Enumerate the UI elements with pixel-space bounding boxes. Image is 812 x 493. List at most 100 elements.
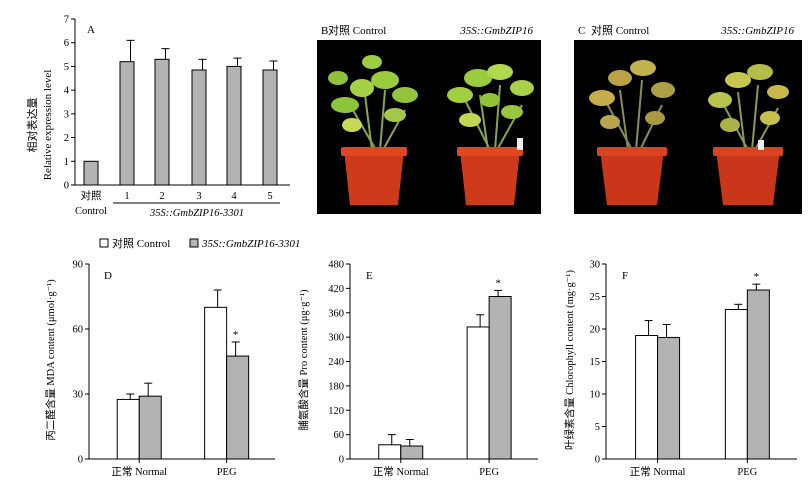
panel-e-ytick-label: 480 (328, 260, 344, 271)
panel-e-ytick-label: 240 (328, 357, 344, 368)
panel-a-group-label: 35S::GmbZIP16-3301 (149, 208, 244, 219)
panel-a-ytick-label: 5 (64, 62, 69, 73)
panel-a-xtick-label: 2 (159, 191, 164, 202)
panel-d-ylabel: 丙二醛含量 MDA content (μmol·g⁻¹) (44, 279, 57, 441)
panel-a-ylabel-cn: 相对表达量 (25, 98, 39, 153)
panel-f-significance-mark: * (754, 271, 760, 283)
panel-e-ytick-label: 0 (339, 455, 344, 466)
panel-e-significance-mark: * (495, 277, 501, 289)
legend-swatch-control (99, 238, 109, 248)
photo-c-transgenic-plant (708, 64, 789, 205)
photo-b-label-transgenic: 35S::GmbZIP16 (459, 25, 533, 37)
panel-a-bar (119, 61, 135, 186)
legend-label-control: 对照 Control (112, 236, 170, 250)
photo-b-control-plant (328, 55, 418, 205)
panel-a-letter: A (87, 24, 95, 36)
panel-a-bar (83, 160, 99, 186)
panel-f-ytick-label: 5 (595, 422, 600, 433)
panel-a-bars: 1 2 3 4 5 (83, 39, 278, 202)
photo-c-letter: C (578, 25, 585, 37)
panel-a-ylabel-en: Relative expression level (42, 70, 54, 181)
panel-e-ytick-label: 120 (328, 406, 344, 417)
panel-a-chart: A 相对表达量 Relative expression level 0 1 2 3 4 5… (25, 15, 290, 219)
panel-f-bar (746, 289, 770, 460)
photo-c-label-transgenic: 35S::GmbZIP16 (720, 25, 794, 37)
panel-e-xtick-label: PEG (479, 467, 499, 478)
panel-a-y-title: 相对表达量 Relative expression level (25, 70, 54, 181)
panel-f-ytick-label: 30 (590, 260, 601, 271)
panel-a-bar (154, 58, 170, 186)
panel-d-xtick-label: 正常 Normal (111, 465, 167, 478)
panel-e-bars: 正常 Normal PEG * (373, 277, 512, 478)
panel-e-bar (488, 296, 512, 460)
panel-e-ytick-label: 420 (328, 284, 344, 295)
photo-c-pot-right (716, 150, 780, 205)
photo-b-label-control: 对照 Control (328, 23, 386, 37)
photo-c: C 对照 Control 35S::GmbZIP16 (574, 23, 802, 214)
panel-a-control-label-en: Control (75, 206, 107, 217)
photo-b-transgenic-plant (447, 64, 534, 205)
panel-a-axes: 0 1 2 3 4 5 6 7 (64, 15, 290, 192)
legend: 对照 Control 35S::GmbZIP16-3301 (99, 236, 300, 250)
panel-d-bar (204, 306, 228, 460)
panel-d-ytick-label: 0 (78, 455, 83, 466)
panel-d-xtick-label: PEG (217, 467, 237, 478)
panel-a-ytick-label: 4 (64, 86, 70, 97)
panel-f-xtick-label: PEG (737, 467, 757, 478)
panel-a-xtick-label: 3 (196, 191, 201, 202)
panel-e-ytick-label: 180 (328, 381, 344, 392)
panel-f-ytick-label: 0 (595, 455, 600, 466)
panel-a-control-label-cn: 对照 (81, 189, 102, 202)
panel-f-xtick-label: 正常 Normal (630, 465, 686, 478)
panel-d-bar (138, 395, 162, 460)
panel-f-ytick-label: 20 (590, 325, 601, 336)
panel-a-ytick-label: 7 (64, 15, 69, 26)
panel-a-ytick-label: 3 (64, 109, 69, 120)
panel-e-letter: E (366, 270, 373, 282)
panel-d-ytick-label: 60 (73, 325, 84, 336)
panel-d-ytick-label: 30 (73, 390, 84, 401)
panel-f-ytick-label: 15 (590, 357, 601, 368)
panel-e-bar (466, 326, 490, 460)
panel-d-ytick-label: 90 (73, 260, 84, 271)
panel-a-xtick-label: 1 (124, 191, 129, 202)
panel-f-ytick-label: 10 (590, 390, 601, 401)
photo-b-letter: B (321, 25, 328, 37)
panel-f-letter: F (622, 270, 628, 282)
panel-e-axes: 0 60 120 180 240 300 360 420 480 (328, 260, 538, 466)
photo-c-pot-left (600, 150, 664, 205)
panel-a-ytick-label: 6 (64, 38, 69, 49)
panel-a-xtick-label: 5 (267, 191, 272, 202)
panel-f-chart: F 叶绿素含量 Chlorophyll content (mg·g⁻¹) 0 5 1… (563, 260, 797, 478)
panel-f-bars: 正常 Normal PEG * (630, 271, 770, 478)
panel-d-significance-mark: * (233, 329, 239, 341)
panel-a-ytick-label: 0 (64, 181, 69, 192)
panel-e-chart: E 脯氨酸含量 Pro content (μg·g⁻¹) 0 60 120 180 24… (297, 260, 538, 478)
panel-e-ytick-label: 300 (328, 333, 344, 344)
panel-d-bar (226, 355, 250, 460)
panel-e-ytick-label: 60 (334, 430, 345, 441)
panel-e-bar (400, 445, 424, 460)
panel-d-bars: 正常 Normal PEG * (111, 289, 250, 478)
panel-d-chart: D 丙二醛含量 MDA content (μmol·g⁻¹) 0 30 60 90 正… (44, 260, 275, 478)
panel-a-ytick-label: 2 (64, 133, 69, 144)
legend-label-transgenic: 35S::GmbZIP16-3301 (201, 238, 300, 250)
panel-f-bar (635, 335, 659, 460)
panel-f-ylabel: 叶绿素含量 Chlorophyll content (mg·g⁻¹) (563, 270, 576, 450)
panel-e-ytick-label: 360 (328, 308, 344, 319)
panel-e-xtick-label: 正常 Normal (373, 465, 429, 478)
panel-d-bar (116, 398, 140, 460)
photo-b: B 对照 Control 35S::GmbZIP16 (317, 23, 541, 214)
panel-d-letter: D (104, 270, 112, 282)
panel-e-bar (378, 444, 402, 460)
panel-a-ytick-label: 1 (64, 157, 69, 168)
panel-f-ytick-label: 25 (590, 292, 601, 303)
photo-b-pot-left (344, 150, 404, 205)
panel-a-xtick-label: 4 (231, 191, 237, 202)
photo-b-pot-right (460, 150, 520, 205)
photo-c-label-control: 对照 Control (591, 23, 649, 37)
panel-f-bar (657, 336, 681, 460)
panel-e-ylabel: 脯氨酸含量 Pro content (μg·g⁻¹) (297, 289, 310, 431)
panel-a-bar (226, 65, 242, 186)
